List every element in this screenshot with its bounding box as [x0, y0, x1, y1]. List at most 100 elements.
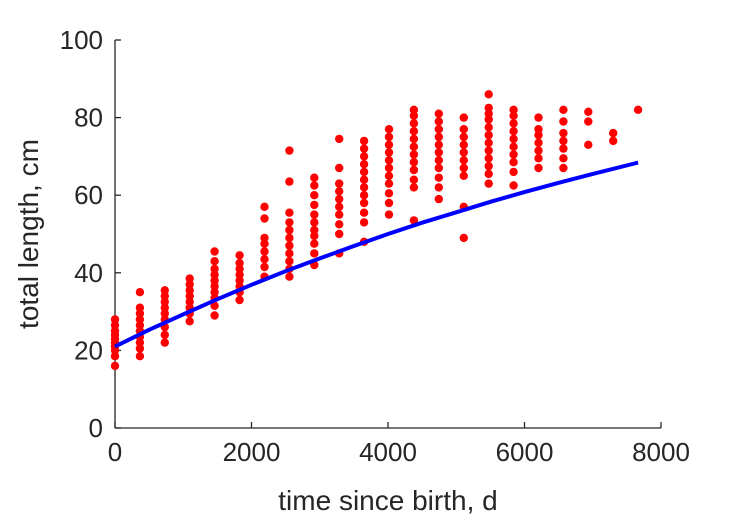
data-point: [559, 144, 568, 153]
data-point: [285, 146, 294, 155]
data-point: [235, 258, 244, 268]
data-point: [160, 338, 169, 347]
data-point: [459, 113, 468, 122]
data-point: [534, 130, 543, 140]
data-point: [210, 276, 219, 285]
fit-curve: [114, 160, 639, 349]
data-point: [559, 154, 568, 163]
data-point: [509, 134, 518, 144]
data-point: [484, 146, 493, 155]
data-point: [359, 152, 369, 161]
data-point: [210, 270, 219, 279]
data-point: [509, 111, 518, 120]
data-point: [459, 156, 468, 165]
data-point: [185, 280, 194, 289]
data-point: [509, 142, 518, 151]
data-point: [434, 125, 443, 134]
data-point: [310, 200, 319, 210]
data-point: [135, 303, 145, 312]
data-point: [384, 210, 394, 219]
data-points: [110, 90, 643, 371]
tick-labels: 0 2000 4000 6000 8000 0 20 40 60 80 100: [60, 25, 690, 467]
data-point: [459, 140, 468, 149]
data-point: [409, 175, 419, 184]
y-tick-label: 80: [74, 103, 103, 133]
data-point: [484, 109, 493, 118]
data-point: [409, 150, 419, 159]
data-point: [260, 214, 269, 223]
data-point: [135, 338, 145, 347]
data-point: [285, 257, 294, 266]
data-point: [160, 286, 169, 295]
data-point: [285, 241, 294, 250]
data-point: [235, 270, 244, 279]
data-point: [409, 119, 419, 128]
data-point: [260, 202, 269, 211]
data-point: [409, 216, 419, 225]
data-point: [384, 189, 394, 198]
data-point: [285, 249, 294, 258]
y-axis-label: total length, cm: [13, 139, 44, 329]
data-point: [384, 198, 394, 208]
x-tick-label: 4000: [359, 437, 417, 467]
data-point: [135, 288, 145, 297]
data-point: [310, 249, 319, 258]
data-point: [584, 140, 593, 149]
x-tick-label: 2000: [223, 437, 281, 467]
data-point: [210, 301, 219, 310]
y-tick-label: 20: [74, 335, 103, 365]
data-point: [359, 191, 369, 200]
data-point: [359, 144, 369, 153]
data-point: [335, 202, 344, 211]
data-point: [210, 311, 219, 320]
data-point: [310, 210, 319, 219]
data-point: [409, 165, 419, 175]
data-point: [459, 125, 468, 134]
data-point: [434, 109, 443, 118]
data-point: [185, 274, 194, 283]
data-point: [509, 167, 518, 177]
data-point: [285, 233, 294, 243]
data-point: [185, 291, 194, 301]
data-point: [210, 247, 219, 256]
data-point: [559, 128, 568, 138]
data-point: [484, 154, 493, 163]
data-point: [509, 105, 518, 115]
data-point: [210, 288, 219, 297]
data-point: [110, 326, 120, 336]
data-point: [335, 220, 344, 229]
data-point: [534, 138, 543, 147]
data-point: [384, 148, 394, 157]
data-point: [534, 113, 543, 122]
data-point: [559, 105, 568, 115]
data-point: [609, 136, 618, 146]
data-point: [434, 156, 443, 165]
data-point: [359, 175, 369, 184]
data-point: [434, 183, 443, 192]
data-point: [484, 123, 493, 132]
data-point: [310, 173, 319, 182]
data-point: [160, 291, 169, 301]
data-point: [160, 303, 169, 312]
data-point: [310, 225, 319, 235]
data-point: [584, 117, 593, 126]
data-point: [135, 352, 145, 361]
data-point: [185, 286, 194, 295]
data-point: [260, 247, 269, 256]
data-point: [285, 225, 294, 235]
y-tick-label: 100: [60, 25, 103, 55]
data-point: [633, 105, 643, 115]
data-point: [384, 140, 394, 149]
x-tick-label: 6000: [496, 437, 554, 467]
data-point: [559, 163, 568, 173]
data-point: [185, 317, 194, 326]
data-point: [484, 103, 493, 113]
data-point: [359, 136, 369, 146]
data-point: [235, 264, 244, 274]
data-point: [384, 171, 394, 180]
data-point: [559, 136, 568, 146]
data-point: [434, 163, 443, 173]
data-point: [609, 128, 618, 138]
data-point: [384, 132, 394, 142]
x-tick-label: 0: [108, 437, 122, 467]
